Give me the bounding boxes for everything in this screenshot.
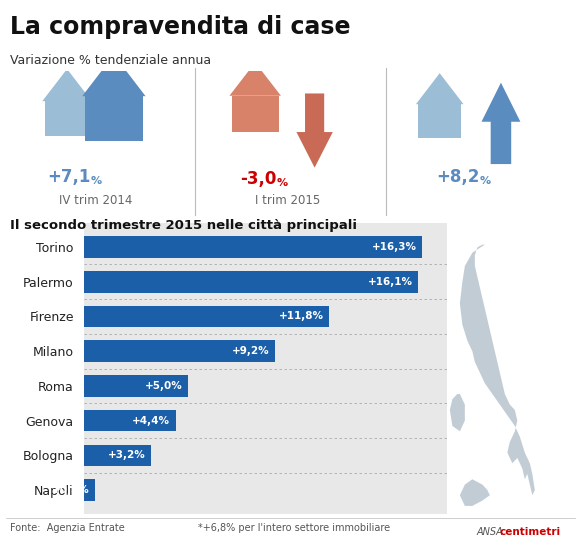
Bar <box>84 271 418 293</box>
Bar <box>84 410 175 431</box>
Text: +16,3%: +16,3% <box>372 242 417 252</box>
Bar <box>84 236 422 258</box>
Text: %: % <box>479 176 490 186</box>
Text: IV trim 2014: IV trim 2014 <box>59 194 132 207</box>
Text: II trim 2015*: II trim 2015* <box>437 194 521 207</box>
Text: +9,2%: +9,2% <box>232 346 270 356</box>
Text: +16,1%: +16,1% <box>368 277 413 287</box>
Text: +0,5%: +0,5% <box>52 485 89 495</box>
Text: +4,4%: +4,4% <box>132 416 170 425</box>
Polygon shape <box>460 245 535 495</box>
Text: *+6,8% per l'intero settore immobiliare: *+6,8% per l'intero settore immobiliare <box>198 523 390 533</box>
Polygon shape <box>460 479 490 506</box>
Bar <box>84 375 188 397</box>
Bar <box>85 96 143 141</box>
Polygon shape <box>82 55 146 96</box>
Text: %: % <box>277 178 288 188</box>
Text: +7,1: +7,1 <box>47 168 91 186</box>
Text: Variazione % tendenziale annua: Variazione % tendenziale annua <box>10 54 211 67</box>
Text: Il secondo trimestre 2015 nelle città principali: Il secondo trimestre 2015 nelle città pr… <box>10 219 357 232</box>
Bar <box>84 341 275 362</box>
Text: +5,0%: +5,0% <box>145 381 183 391</box>
Text: +3,2%: +3,2% <box>107 450 145 460</box>
Text: %: % <box>91 176 102 186</box>
Text: centimetri: centimetri <box>500 527 561 537</box>
Polygon shape <box>229 63 281 96</box>
Bar <box>232 96 279 132</box>
Text: +11,8%: +11,8% <box>279 312 324 322</box>
Bar <box>45 101 89 136</box>
Polygon shape <box>450 394 465 431</box>
Text: La compravendita di case: La compravendita di case <box>10 15 351 39</box>
Bar <box>418 104 461 138</box>
Polygon shape <box>482 83 521 164</box>
Polygon shape <box>296 94 333 168</box>
Polygon shape <box>42 69 92 101</box>
Text: +8,2: +8,2 <box>436 168 479 186</box>
Text: ANSA: ANSA <box>476 527 506 537</box>
Bar <box>84 444 150 466</box>
Text: I trim 2015: I trim 2015 <box>255 194 320 207</box>
Bar <box>84 479 95 501</box>
Text: -3,0: -3,0 <box>241 170 277 188</box>
Bar <box>84 306 329 327</box>
Polygon shape <box>416 73 464 104</box>
Text: Fonte:  Agenzia Entrate: Fonte: Agenzia Entrate <box>10 523 125 533</box>
